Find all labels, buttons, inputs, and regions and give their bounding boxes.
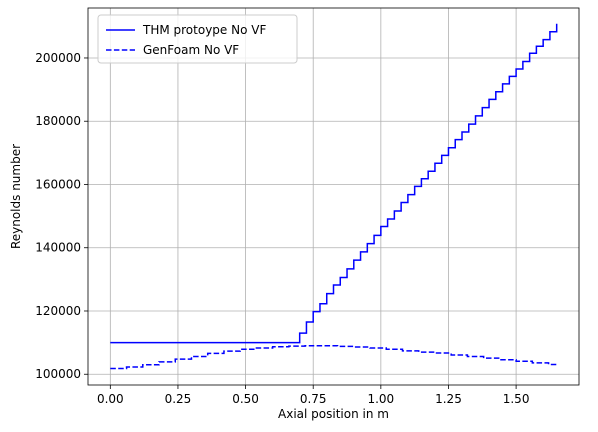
- y-tick-label: 120000: [35, 304, 81, 318]
- y-tick-label: 100000: [35, 367, 81, 381]
- grid: [88, 8, 579, 385]
- x-tick-label: 0.50: [232, 392, 259, 406]
- y-tick-label: 180000: [35, 114, 81, 128]
- x-tick-label: 1.50: [503, 392, 530, 406]
- legend-label-thm: THM protoype No VF: [142, 23, 266, 37]
- legend-label-genfoam: GenFoam No VF: [143, 43, 239, 57]
- y-axis-label: Reynolds number: [9, 144, 23, 249]
- y-tick-label: 160000: [35, 177, 81, 191]
- x-tick-label: 1.25: [435, 392, 462, 406]
- series-layer: [110, 23, 558, 370]
- series-line-0: [110, 23, 558, 344]
- axis-ticks: 0.00 0.25 0.50 0.75 1.00 1.25 1.50 100000 120000…: [35, 51, 529, 406]
- x-tick-label: 1.00: [367, 392, 394, 406]
- series-line-1: [110, 345, 558, 370]
- x-tick-label: 0.00: [97, 392, 124, 406]
- plot-frame: [87, 7, 580, 386]
- x-tick-label: 0.75: [300, 392, 327, 406]
- x-tick-label: 0.25: [165, 392, 192, 406]
- y-tick-label: 140000: [35, 241, 81, 255]
- legend-box: [97, 14, 298, 64]
- legend: THM protoype No VF GenFoam No VF: [97, 14, 298, 64]
- x-axis-label: Axial position in m: [278, 407, 389, 421]
- y-tick-label: 200000: [35, 51, 81, 65]
